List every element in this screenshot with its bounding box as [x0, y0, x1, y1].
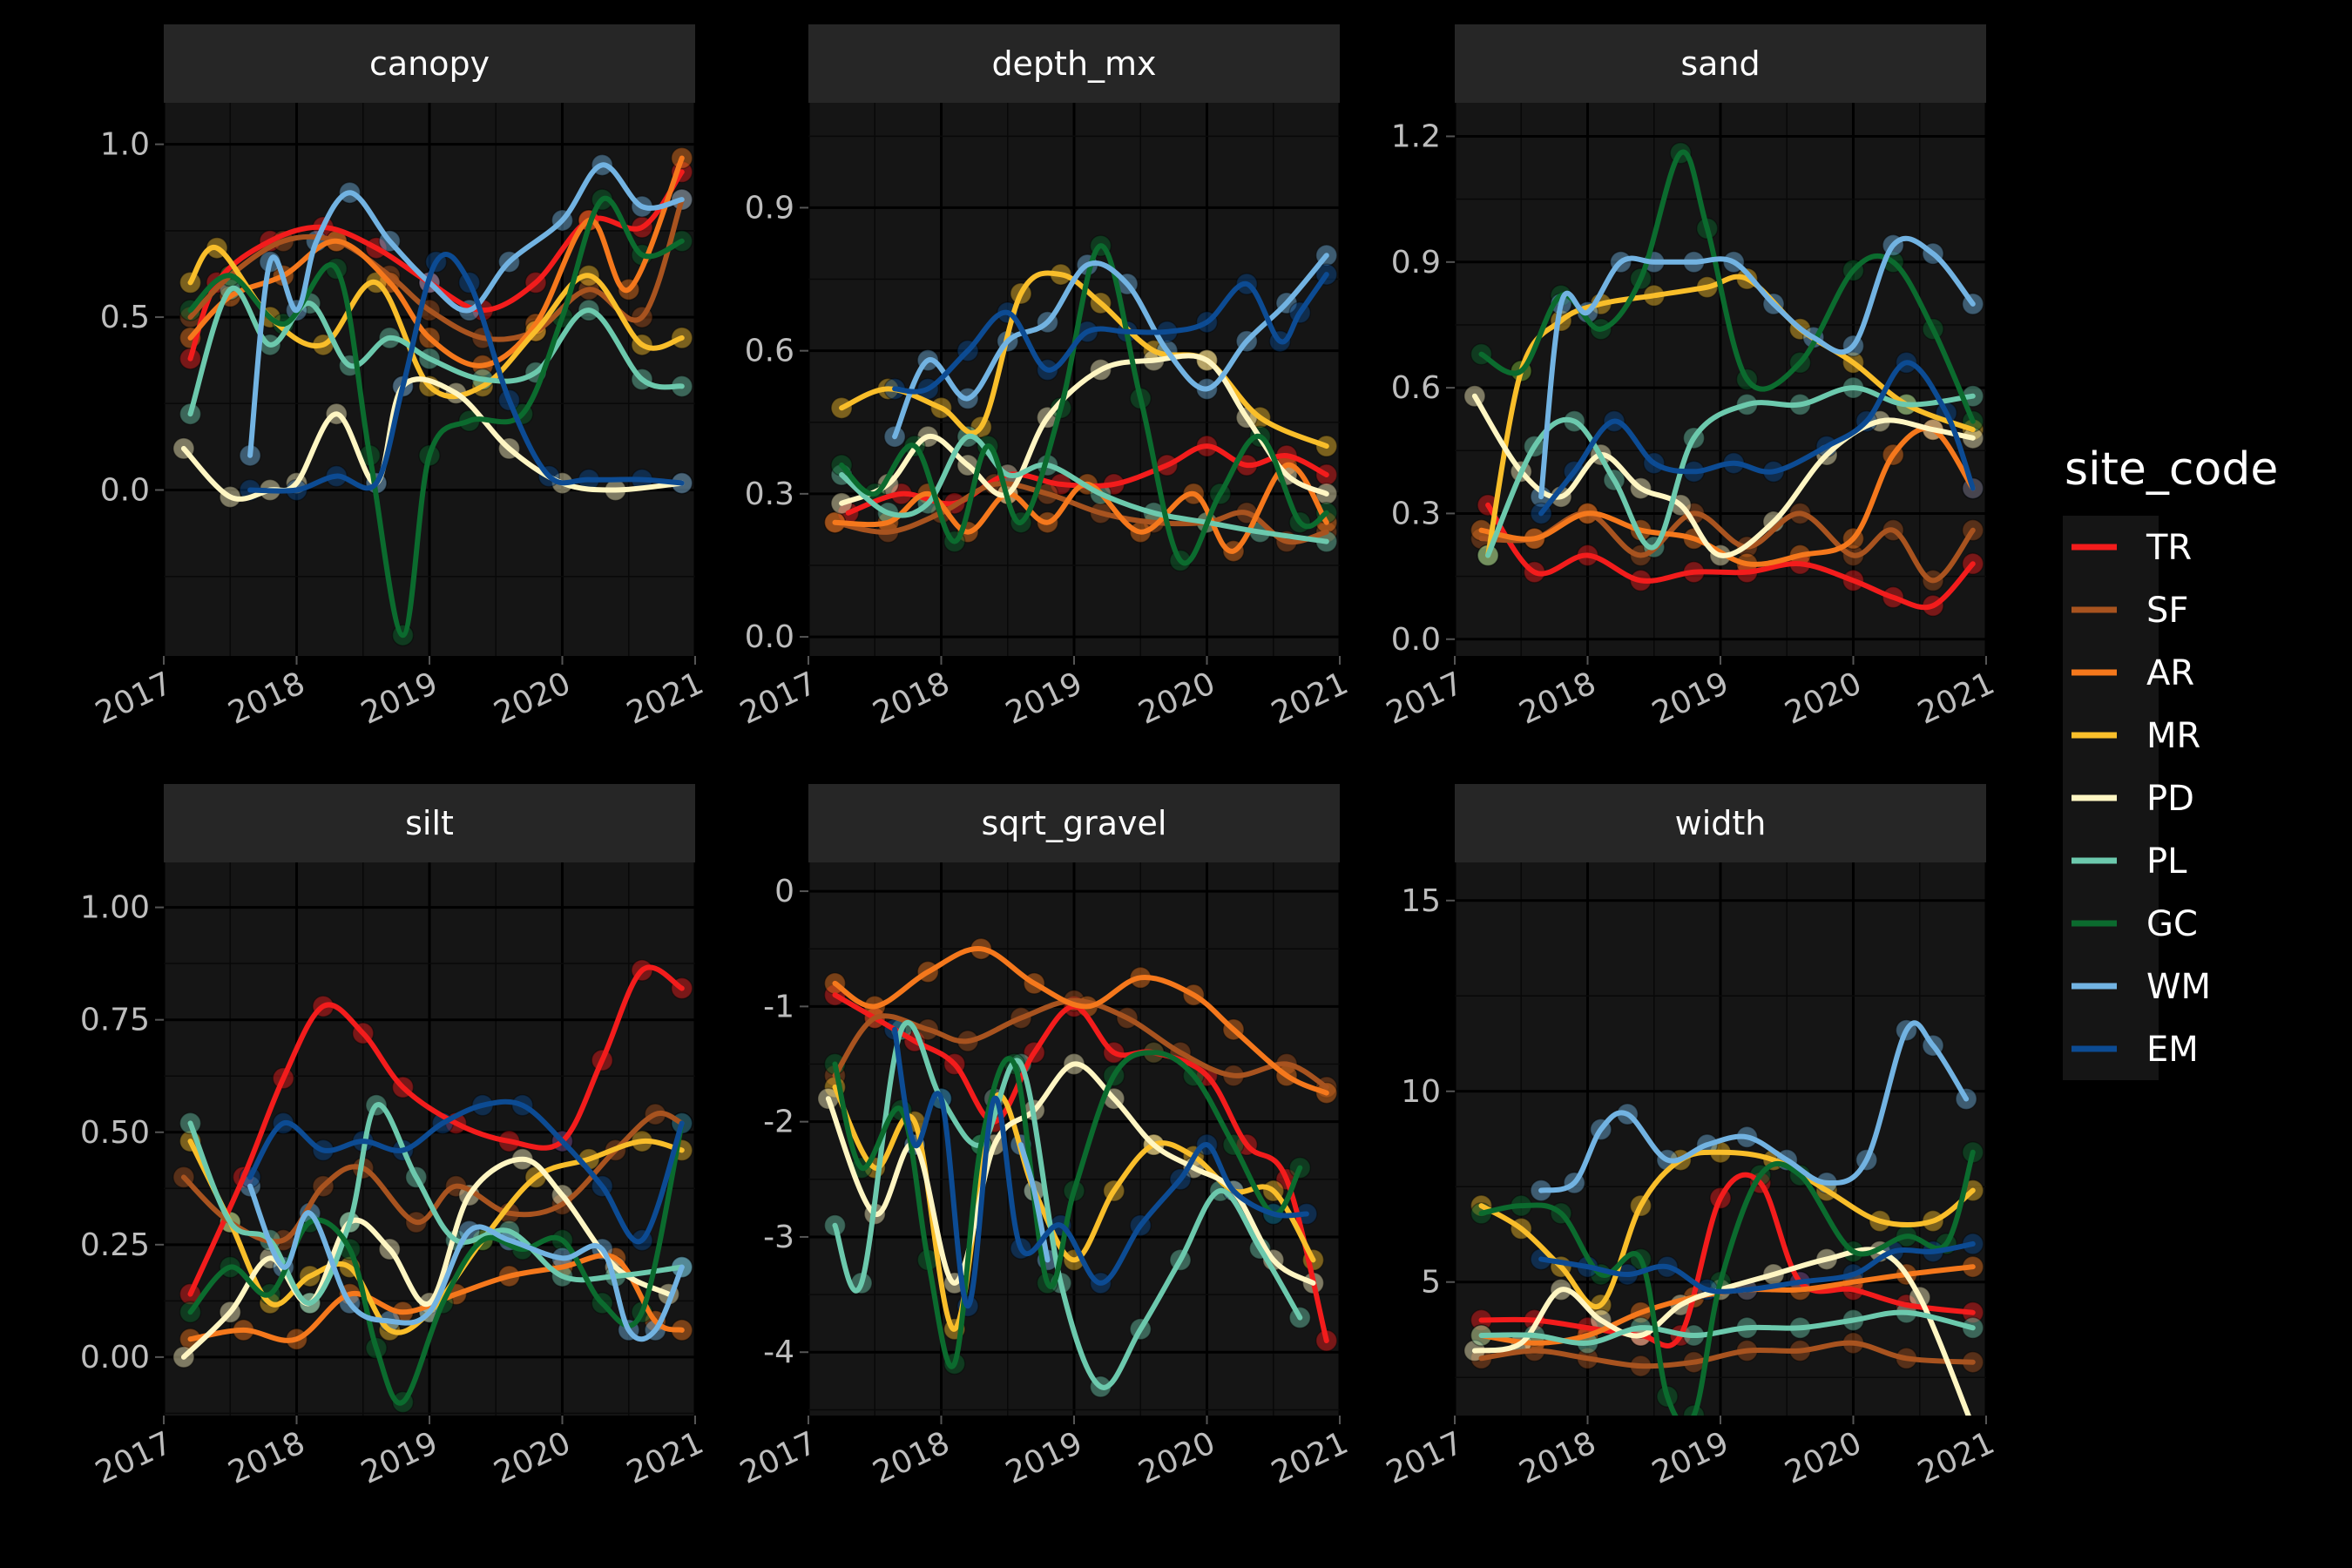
- y-tick-label: 1.2: [1391, 118, 1441, 154]
- series-line-TR: [1485, 502, 1976, 611]
- series-line-TR: [1478, 1172, 1976, 1348]
- y-tick-label: -2: [763, 1105, 794, 1140]
- legend-label-SF: SF: [2146, 591, 2188, 631]
- series-line-GC: [839, 243, 1329, 566]
- y-tick-label: 0.25: [80, 1227, 150, 1263]
- y-tick-label: -1: [763, 989, 794, 1024]
- series-lines: [180, 155, 685, 639]
- y-tick-label: -3: [763, 1220, 794, 1255]
- series-line-WM: [1538, 1020, 1970, 1193]
- y-tick-label: 1.0: [100, 127, 150, 163]
- series-line-PL: [1478, 1309, 1976, 1346]
- series-lines: [825, 946, 1329, 1390]
- legend-label-GC: GC: [2146, 904, 2198, 944]
- y-tick-label: 0.0: [100, 473, 150, 509]
- series-line-WM: [247, 1183, 685, 1342]
- series-line-WM: [892, 253, 1329, 440]
- series-line-GC: [1478, 1149, 1976, 1416]
- y-tick-label: 0.0: [1391, 622, 1441, 658]
- strip-background: [164, 784, 695, 862]
- legend-label-TR: TR: [2146, 528, 2192, 568]
- series-line-EM: [892, 272, 1329, 395]
- legend-label-EM: EM: [2146, 1030, 2199, 1070]
- series-line-PL: [832, 1019, 1303, 1390]
- series-line-GC: [187, 1120, 685, 1406]
- series-line-EM: [247, 252, 685, 494]
- series-line-EM: [247, 1098, 685, 1245]
- strip-label: silt: [405, 804, 454, 842]
- y-tick-label: 0.9: [1391, 245, 1441, 280]
- series-line-AR: [832, 946, 1329, 1096]
- legend-label-AR: AR: [2146, 653, 2194, 693]
- series-line-SF: [1478, 1340, 1976, 1369]
- strip-label: canopy: [369, 44, 490, 83]
- y-tick-label: 0: [774, 874, 794, 909]
- series-lines: [1471, 149, 1976, 611]
- y-tick-label: 0.3: [1391, 496, 1441, 531]
- series-line-SF: [187, 197, 685, 342]
- y-tick-label: 0.9: [745, 190, 794, 226]
- series-line-AR: [1478, 425, 1976, 567]
- legend-label-MR: MR: [2146, 716, 2200, 756]
- y-tick-label: 0.6: [1391, 370, 1441, 406]
- legend-label-PD: PD: [2146, 779, 2194, 819]
- series-line-MR: [1485, 274, 1976, 558]
- gridlines: [1453, 103, 1988, 656]
- series-line-WM: [247, 162, 685, 458]
- y-tick-label: 0.50: [80, 1115, 150, 1151]
- series-line-TR: [187, 964, 685, 1297]
- gridlines: [162, 862, 697, 1416]
- y-tick-label: -4: [763, 1335, 794, 1370]
- series-lines: [180, 964, 685, 1406]
- strip-background: [164, 24, 695, 103]
- y-tick-label: 15: [1401, 883, 1441, 919]
- series-line-WM: [1018, 1142, 1051, 1263]
- strip-label: sqrt_gravel: [982, 804, 1167, 842]
- strip-background: [1455, 24, 1986, 103]
- strip-label: width: [1675, 804, 1767, 842]
- strip-background: [808, 784, 1340, 862]
- strip-background: [808, 24, 1340, 103]
- legend-label-WM: WM: [2146, 967, 2211, 1007]
- series-line-EM: [1538, 360, 1976, 517]
- series-line-AR: [187, 155, 685, 368]
- y-tick-label: 0.75: [80, 1003, 150, 1038]
- y-tick-label: 0.5: [100, 300, 150, 335]
- series-lines: [832, 243, 1329, 566]
- legend-title: site_code: [2065, 443, 2278, 496]
- legend-label-PL: PL: [2146, 841, 2187, 882]
- y-tick-label: 0.0: [745, 619, 794, 655]
- series-line-PD: [839, 353, 1329, 506]
- y-tick-label: 0.3: [745, 476, 794, 512]
- series-line-PD: [1471, 1247, 1971, 1416]
- strip-background: [1455, 784, 1986, 862]
- gridlines: [807, 103, 1342, 656]
- series-line-WM: [1538, 235, 1976, 500]
- series-lines: [1471, 1020, 1976, 1416]
- y-tick-label: 0.6: [745, 334, 794, 369]
- y-tick-label: 5: [1421, 1265, 1441, 1301]
- series-line-MR: [187, 1138, 685, 1335]
- series-line-EM: [892, 1026, 1309, 1309]
- y-tick-label: 0.00: [80, 1340, 150, 1375]
- series-line-EM: [1538, 1240, 1976, 1294]
- series-line-PL: [187, 285, 685, 417]
- strip-label: sand: [1680, 44, 1760, 83]
- y-tick-label: 10: [1401, 1074, 1441, 1110]
- series-line-PD: [180, 1156, 672, 1360]
- strip-label: depth_mx: [991, 44, 1156, 83]
- legend: site_code TR SF AR MR PD PL GC WM EM: [2063, 443, 2278, 1080]
- series-line-PL: [187, 1102, 685, 1306]
- y-tick-label: 1.00: [80, 890, 150, 926]
